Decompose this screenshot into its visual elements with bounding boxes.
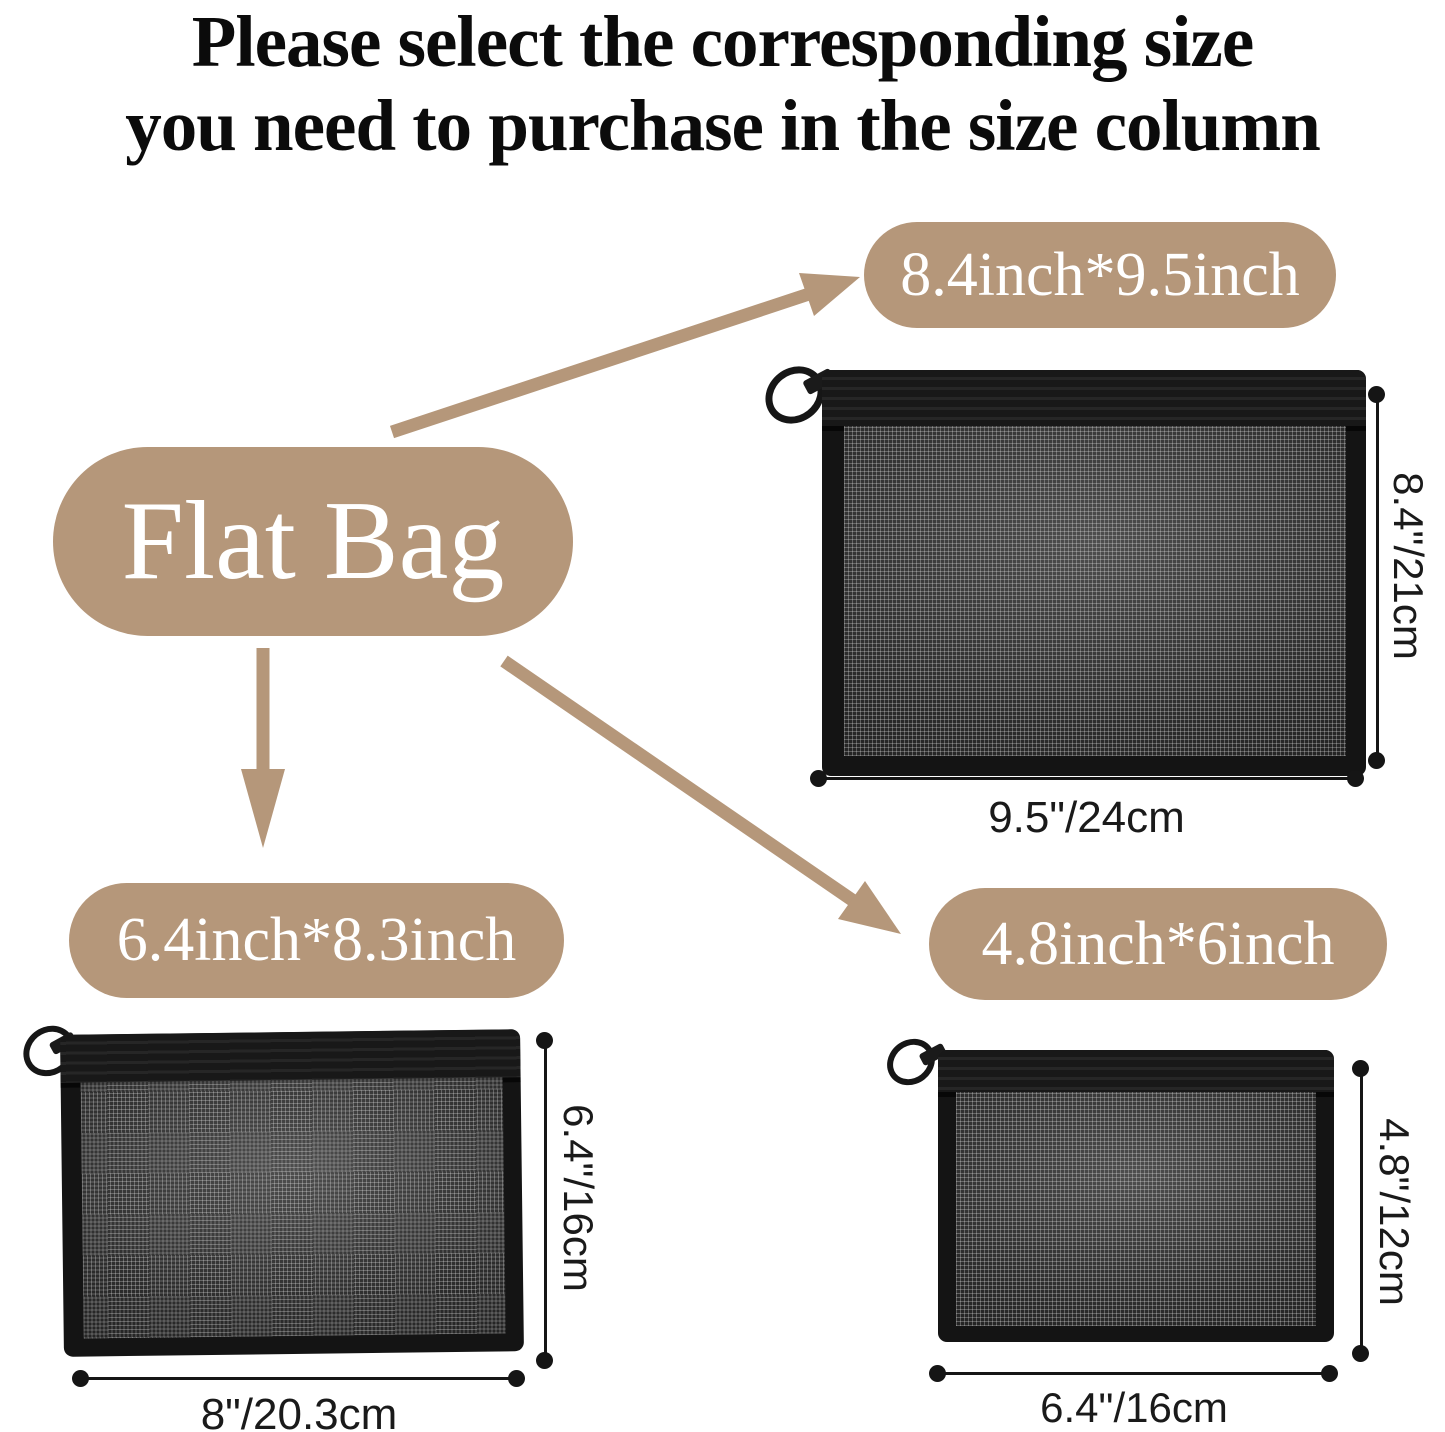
size-pill-small-label: 4.8inch*6inch xyxy=(981,909,1335,978)
flat-bag-pill: Flat Bag xyxy=(53,447,573,636)
dim-endpoint-dot xyxy=(1368,752,1385,769)
mesh-bag-small xyxy=(877,1029,1334,1342)
dim-endpoint-dot xyxy=(72,1370,89,1387)
dim-endpoint-dot xyxy=(1352,1345,1369,1362)
dim-endpoint-dot xyxy=(929,1365,946,1382)
zipper-strip xyxy=(822,370,1366,431)
mesh-bag-large xyxy=(753,354,1366,776)
zipper-ring-icon xyxy=(877,1029,945,1095)
title-line-2: you need to purchase in the size column xyxy=(125,85,1321,166)
dim-endpoint-dot xyxy=(810,770,827,787)
page-title: Please select the corresponding size you… xyxy=(0,0,1445,168)
size-pill-large: 8.4inch*9.5inch xyxy=(864,222,1336,328)
dim-line-width-medium xyxy=(81,1377,517,1380)
mesh-panel xyxy=(844,426,1346,756)
mesh-panel xyxy=(956,1092,1316,1326)
mesh-bag-medium xyxy=(13,1015,524,1357)
height-label-medium: 6.4"/16cm xyxy=(555,1104,602,1292)
size-pill-medium-label: 6.4inch*8.3inch xyxy=(116,906,517,974)
zipper-strip xyxy=(938,1050,1334,1097)
dim-endpoint-dot xyxy=(536,1032,553,1049)
title-line-1: Please select the corresponding size xyxy=(191,1,1254,82)
height-label-small: 4.8"/12cm xyxy=(1371,1118,1418,1306)
dim-line-height-small xyxy=(1360,1068,1363,1353)
dim-line-height-medium xyxy=(544,1040,547,1360)
dim-endpoint-dot xyxy=(508,1370,525,1387)
dim-endpoint-dot xyxy=(1347,770,1364,787)
width-label-small: 6.4"/16cm xyxy=(1040,1384,1228,1431)
size-pill-large-label: 8.4inch*9.5inch xyxy=(900,240,1300,309)
height-label-large: 8.4"/21cm xyxy=(1385,472,1432,660)
size-pill-small: 4.8inch*6inch xyxy=(929,888,1387,1000)
mesh-panel xyxy=(80,1077,506,1339)
dim-endpoint-dot xyxy=(1321,1365,1338,1382)
width-label-medium: 8"/20.3cm xyxy=(200,1390,398,1432)
dim-line-width-large xyxy=(818,777,1355,780)
flat-bag-label: Flat Bag xyxy=(121,479,505,603)
arrow-to-medium-icon xyxy=(241,648,285,848)
dim-endpoint-dot xyxy=(536,1352,553,1369)
dim-endpoint-dot xyxy=(1368,386,1385,403)
dim-endpoint-dot xyxy=(1352,1060,1369,1077)
width-label-large: 9.5"/24cm xyxy=(988,793,1185,842)
dim-line-height-large xyxy=(1376,394,1379,760)
size-pill-medium: 6.4inch*8.3inch xyxy=(69,883,564,998)
dim-line-width-small xyxy=(938,1372,1330,1375)
